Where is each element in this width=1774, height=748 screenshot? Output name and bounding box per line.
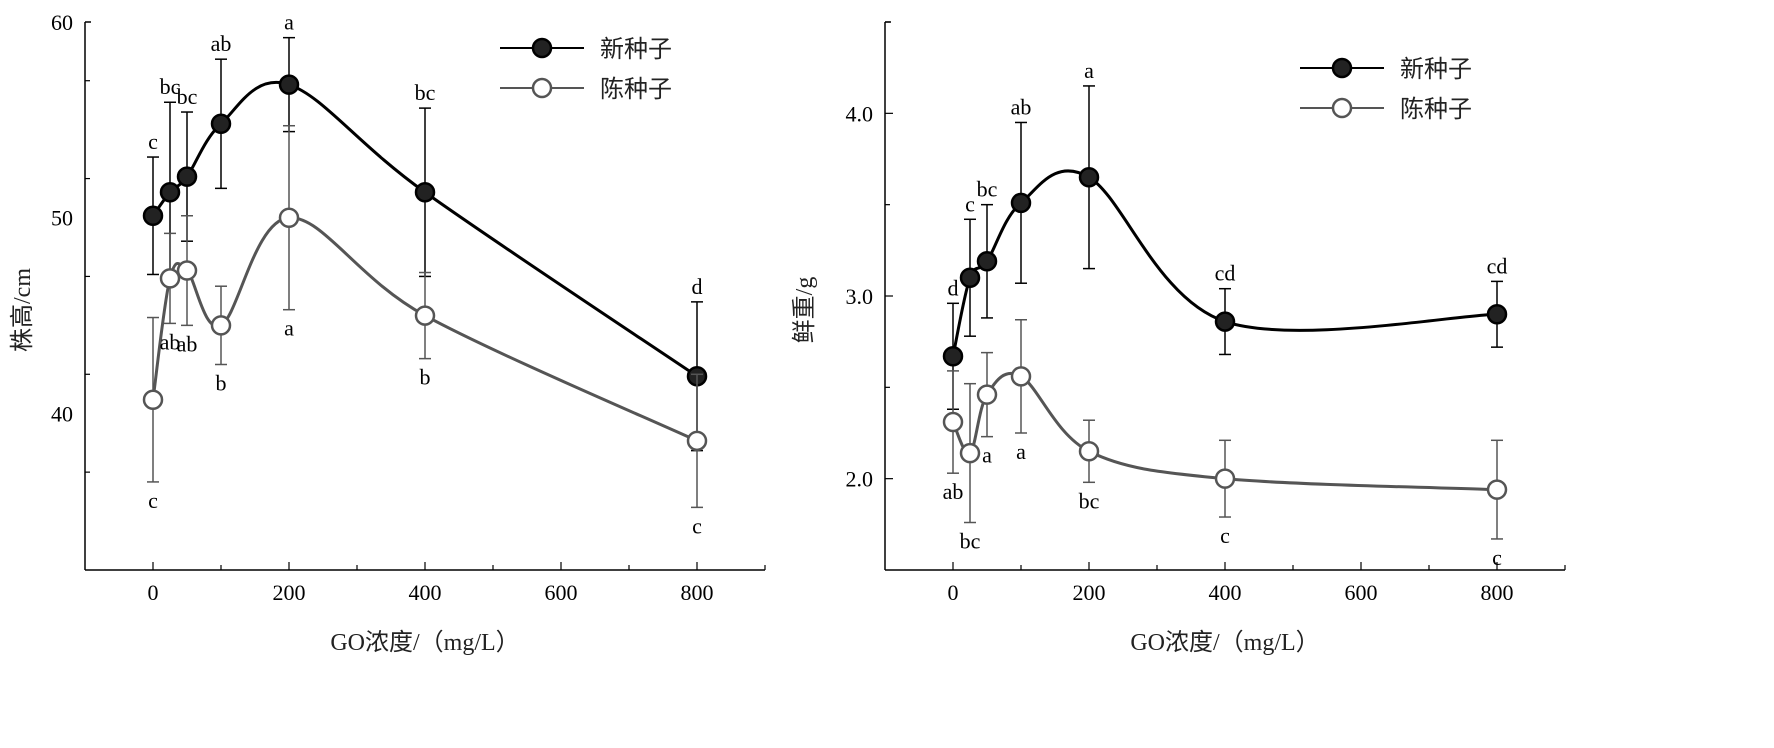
data-point bbox=[1214, 468, 1236, 489]
significance-letter: bc bbox=[1079, 488, 1100, 513]
data-point bbox=[976, 384, 998, 405]
significance-letter: c bbox=[1492, 545, 1502, 570]
significance-letter: c bbox=[148, 488, 158, 513]
data-point bbox=[176, 260, 198, 281]
y-tick-label: 40 bbox=[51, 401, 73, 426]
significance-letter: bc bbox=[415, 80, 436, 105]
significance-letter: c bbox=[1220, 523, 1230, 548]
significance-letter: bc bbox=[177, 84, 198, 109]
data-point bbox=[976, 251, 998, 272]
y-tick-label: 2.0 bbox=[846, 467, 874, 492]
significance-letter: a bbox=[982, 443, 992, 468]
significance-letter: bc bbox=[960, 529, 981, 554]
y-tick-label: 50 bbox=[51, 206, 73, 231]
data-point bbox=[1078, 441, 1100, 462]
legend-label: 新种子 bbox=[1400, 56, 1472, 83]
x-tick-label: 0 bbox=[148, 580, 159, 605]
data-point bbox=[278, 207, 300, 228]
x-tick-label: 200 bbox=[1073, 580, 1106, 605]
significance-letter: d bbox=[948, 275, 959, 300]
legend-label: 新种子 bbox=[600, 36, 672, 63]
significance-letter: a bbox=[284, 316, 294, 341]
significance-letter: bc bbox=[977, 177, 998, 202]
significance-letter: ab bbox=[1011, 94, 1032, 119]
significance-letter: a bbox=[1016, 439, 1026, 464]
y-axis-label: 鲜重/g bbox=[791, 277, 818, 344]
y-tick-label: 4.0 bbox=[846, 101, 874, 126]
data-point bbox=[942, 346, 964, 367]
x-tick-label: 200 bbox=[273, 580, 306, 605]
significance-letter: c bbox=[965, 191, 975, 216]
chart-panel-1: 0 200 400 600 800405060GO浓度/（mg/L）株高/cmcbcbc… bbox=[9, 10, 766, 656]
data-point bbox=[1010, 192, 1032, 214]
data-point bbox=[959, 267, 981, 288]
series-new-seeds: d cbc ab a cd cd bbox=[942, 58, 1508, 411]
x-axis-label: GO浓度/（mg/L） bbox=[330, 629, 519, 656]
significance-letter: a bbox=[1084, 58, 1094, 83]
legend-marker bbox=[1331, 57, 1353, 79]
series-old-seeds: ab bc a a bc c c bbox=[942, 318, 1508, 570]
legend-label: 陈种子 bbox=[1400, 96, 1472, 123]
significance-letter: cd bbox=[1215, 261, 1236, 286]
data-point bbox=[1486, 479, 1508, 500]
legend-marker bbox=[1331, 97, 1353, 119]
y-tick-label: 3.0 bbox=[846, 284, 874, 309]
x-tick-label: 400 bbox=[1209, 580, 1242, 605]
data-point bbox=[159, 268, 181, 289]
x-tick-label: 0 bbox=[948, 580, 959, 605]
data-point bbox=[210, 315, 232, 336]
data-point bbox=[1010, 366, 1032, 387]
significance-letter: cd bbox=[1487, 253, 1508, 278]
x-axis-label: GO浓度/（mg/L） bbox=[1130, 629, 1319, 656]
x-tick-label: 400 bbox=[409, 580, 442, 605]
data-point bbox=[1486, 304, 1508, 325]
x-tick-label: 600 bbox=[1345, 580, 1378, 605]
x-tick-label: 800 bbox=[681, 580, 714, 605]
legend-label: 陈种子 bbox=[600, 76, 672, 103]
significance-letter: c bbox=[148, 129, 158, 154]
data-point bbox=[159, 182, 181, 203]
data-point bbox=[142, 389, 164, 410]
data-point bbox=[142, 205, 164, 227]
x-tick-label: 800 bbox=[1481, 580, 1514, 605]
significance-letter: b bbox=[216, 371, 227, 396]
legend-marker bbox=[531, 77, 553, 99]
data-point bbox=[210, 113, 232, 135]
legend-marker bbox=[531, 37, 553, 59]
significance-letter: d bbox=[692, 274, 703, 299]
y-axis-label: 株高/cm bbox=[9, 268, 36, 352]
significance-letter: ab bbox=[160, 329, 181, 354]
data-point bbox=[278, 74, 300, 95]
significance-letter: ab bbox=[211, 31, 232, 56]
significance-letter: ab bbox=[177, 331, 198, 356]
data-point bbox=[1214, 311, 1236, 332]
significance-letter: c bbox=[692, 513, 702, 538]
data-point bbox=[414, 182, 436, 203]
significance-letter: a bbox=[284, 10, 294, 35]
y-tick-label: 60 bbox=[51, 10, 73, 35]
data-point bbox=[942, 411, 964, 433]
data-point bbox=[176, 166, 198, 187]
data-point bbox=[414, 305, 436, 326]
data-point bbox=[959, 442, 981, 464]
significance-letter: b bbox=[420, 365, 431, 390]
significance-letter: ab bbox=[943, 479, 964, 504]
x-tick-label: 600 bbox=[545, 580, 578, 605]
significance-letter: bc bbox=[160, 74, 181, 99]
data-point bbox=[1078, 167, 1100, 188]
data-point bbox=[686, 430, 708, 452]
